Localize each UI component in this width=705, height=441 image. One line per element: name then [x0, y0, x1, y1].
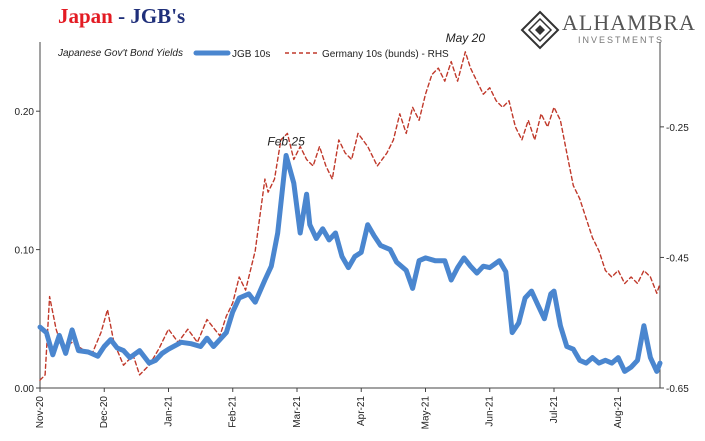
logo-name: ALHAMBRA	[562, 10, 696, 35]
x-tick-label: Jan-21	[163, 396, 174, 427]
diamond-logo-icon	[520, 10, 560, 50]
title-country: Japan	[58, 4, 113, 28]
x-tick-label: Nov-20	[35, 396, 46, 429]
right-y-tick-label: -0.45	[666, 253, 689, 264]
chart-annotations: Feb 25 May 20	[267, 31, 485, 149]
alhambra-logo: ALHAMBRA INVESTMENTS	[520, 8, 700, 52]
title-instrument: - JGB's	[118, 4, 186, 28]
legend-label-jgb: JGB 10s	[232, 49, 270, 60]
right-y-tick-label: -0.65	[666, 384, 689, 395]
x-tick-label: Mar-21	[292, 396, 303, 428]
chart-subtitle: Japanese Gov't Bond Yields	[57, 48, 183, 59]
x-tick-label: May-21	[420, 396, 431, 430]
series-line-jgb-10s	[37, 153, 663, 374]
legend-label-bund: Germany 10s (bunds) - RHS	[322, 49, 449, 60]
left-y-tick-label: 0.20	[15, 107, 35, 118]
x-tick-label: Feb-21	[228, 396, 239, 428]
annotation-feb-25: Feb 25	[267, 134, 305, 148]
series-line-germany-10s	[39, 51, 661, 381]
x-tick-label: Jun-21	[485, 396, 496, 427]
chart-axes: 0.00 0.10 0.20 -0.65 -0.45 -0.25 Nov-20 Dec-20 J…	[15, 42, 689, 430]
chart-legend: JGB 10s Germany 10s (bunds) - RHS	[193, 49, 449, 60]
x-tick-label: Aug-21	[613, 396, 624, 429]
chart-title: Japan - JGB's	[58, 4, 185, 29]
left-y-tick-label: 0.10	[15, 246, 35, 257]
x-tick-label: Dec-20	[99, 396, 110, 429]
left-y-tick-label: 0.00	[15, 384, 35, 395]
annotation-may-20: May 20	[446, 31, 486, 45]
chart-series	[37, 51, 663, 381]
x-tick-label: Jul-21	[549, 396, 560, 424]
right-y-tick-label: -0.25	[666, 123, 689, 134]
logo-subtitle: INVESTMENTS	[578, 35, 665, 45]
x-tick-label: Apr-21	[356, 396, 367, 426]
